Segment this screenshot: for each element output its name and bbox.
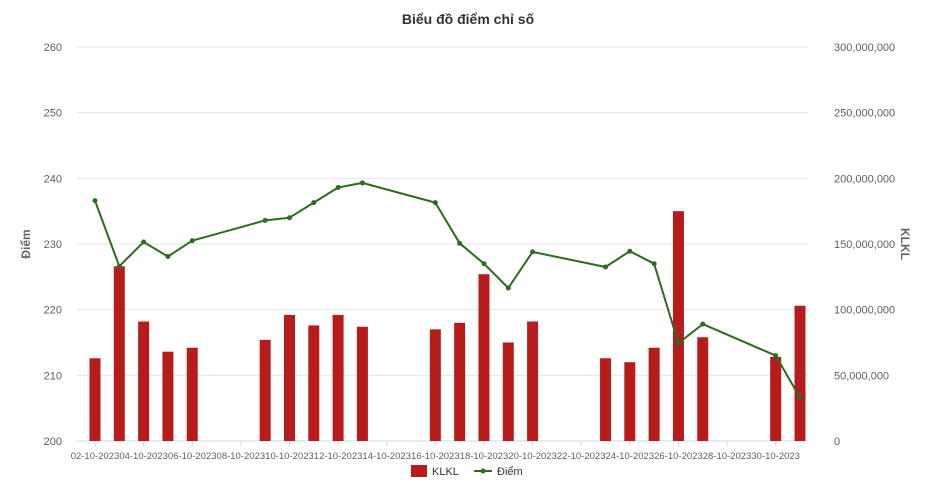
left-tick-label: 260 bbox=[44, 42, 62, 54]
bar[interactable] bbox=[429, 329, 441, 441]
line-point[interactable] bbox=[116, 263, 122, 269]
bar[interactable] bbox=[113, 266, 125, 441]
line-point[interactable] bbox=[311, 200, 317, 206]
left-tick-label: 220 bbox=[44, 305, 62, 317]
line-point[interactable] bbox=[797, 395, 803, 401]
bar[interactable] bbox=[600, 358, 612, 441]
line-point[interactable] bbox=[457, 240, 463, 246]
line-point[interactable] bbox=[92, 198, 98, 204]
line-point[interactable] bbox=[627, 248, 633, 254]
x-tick-label: 18-10-2023 bbox=[460, 451, 509, 462]
bar[interactable] bbox=[356, 326, 368, 441]
line-point[interactable] bbox=[651, 261, 657, 267]
left-tick-label: 240 bbox=[44, 173, 62, 185]
bar-series bbox=[89, 211, 806, 442]
legend: KLKL Điểm bbox=[411, 465, 523, 478]
line-point[interactable] bbox=[141, 239, 147, 245]
line-point[interactable] bbox=[286, 215, 292, 221]
line-point[interactable] bbox=[675, 340, 681, 346]
x-tick-label: 30-10-2023 bbox=[751, 451, 800, 462]
bar[interactable] bbox=[478, 274, 490, 441]
x-tick-label: 26-10-2023 bbox=[654, 451, 703, 462]
x-tick-label: 20-10-2023 bbox=[508, 451, 557, 462]
right-tick-label: 150,000,000 bbox=[834, 239, 895, 251]
legend-bar-label[interactable]: KLKL bbox=[432, 466, 459, 478]
bar[interactable] bbox=[502, 342, 514, 442]
right-tick-label: 50,000,000 bbox=[834, 370, 889, 382]
right-axis-ticks: 0 50,000,000 100,000,000 150,000,000 200,000… bbox=[834, 42, 895, 448]
right-tick-label: 100,000,000 bbox=[834, 305, 895, 317]
legend-line-marker[interactable] bbox=[480, 468, 486, 474]
x-tick-label: 08-10-2023 bbox=[217, 451, 266, 462]
x-tick-label: 28-10-2023 bbox=[703, 451, 752, 462]
x-tick-label: 04-10-2023 bbox=[119, 451, 168, 462]
x-tick-label: 10-10-2023 bbox=[265, 451, 314, 462]
bar[interactable] bbox=[527, 321, 539, 441]
grid-lines bbox=[76, 46, 808, 442]
left-tick-label: 200 bbox=[44, 436, 62, 448]
line-path bbox=[94, 181, 801, 399]
line-point[interactable] bbox=[530, 249, 536, 255]
bar[interactable] bbox=[308, 325, 320, 441]
bar[interactable] bbox=[770, 356, 782, 441]
x-tick-label: 24-10-2023 bbox=[606, 451, 655, 462]
left-tick-label: 250 bbox=[44, 108, 62, 120]
bar[interactable] bbox=[624, 362, 636, 441]
bar[interactable] bbox=[672, 211, 684, 441]
legend-line-label[interactable]: Điểm bbox=[497, 466, 523, 478]
legend-bar-swatch[interactable] bbox=[411, 465, 427, 477]
bar[interactable] bbox=[259, 339, 271, 441]
bar[interactable] bbox=[454, 322, 466, 441]
x-tick-label: 16-10-2023 bbox=[411, 451, 460, 462]
x-tick-label: 14-10-2023 bbox=[362, 451, 411, 462]
line-series bbox=[92, 180, 803, 401]
left-axis-title: Điểm bbox=[19, 229, 33, 258]
line-point[interactable] bbox=[165, 253, 171, 259]
right-tick-label: 0 bbox=[834, 436, 840, 448]
bar[interactable] bbox=[794, 305, 806, 441]
bar[interactable] bbox=[138, 321, 150, 441]
x-tick-label: 02-10-2023 bbox=[71, 451, 120, 462]
bar[interactable] bbox=[648, 347, 660, 441]
x-tick-label: 22-10-2023 bbox=[557, 451, 606, 462]
x-tick-label: 06-10-2023 bbox=[168, 451, 217, 462]
bar[interactable] bbox=[186, 347, 198, 441]
line-point[interactable] bbox=[335, 185, 341, 191]
bar[interactable] bbox=[283, 314, 295, 441]
right-tick-label: 250,000,000 bbox=[834, 108, 895, 120]
bar[interactable] bbox=[162, 351, 174, 441]
left-tick-label: 210 bbox=[44, 370, 62, 382]
line-point[interactable] bbox=[481, 261, 487, 267]
line-point[interactable] bbox=[700, 321, 706, 327]
line-point[interactable] bbox=[505, 285, 511, 291]
line-point[interactable] bbox=[432, 200, 438, 206]
right-tick-label: 200,000,000 bbox=[834, 173, 895, 185]
line-point[interactable] bbox=[189, 238, 195, 244]
x-axis-ticks: 02-10-2023 04-10-2023 06-10-2023 08-10-2023… bbox=[71, 441, 800, 462]
line-point[interactable] bbox=[773, 353, 779, 359]
line-point[interactable] bbox=[262, 217, 268, 223]
line-point[interactable] bbox=[603, 264, 609, 270]
chart-title: Biểu đồ điểm chỉ số bbox=[402, 11, 535, 27]
bar[interactable] bbox=[332, 314, 344, 441]
bar[interactable] bbox=[697, 337, 709, 441]
left-tick-label: 230 bbox=[44, 239, 62, 251]
line-point[interactable] bbox=[359, 180, 365, 186]
bar[interactable] bbox=[89, 358, 101, 441]
x-tick-label: 12-10-2023 bbox=[314, 451, 363, 462]
left-axis-ticks: 200 210 220 230 240 250 260 bbox=[44, 42, 62, 448]
right-tick-label: 300,000,000 bbox=[834, 42, 895, 54]
right-axis-title: KLKL bbox=[898, 228, 912, 260]
